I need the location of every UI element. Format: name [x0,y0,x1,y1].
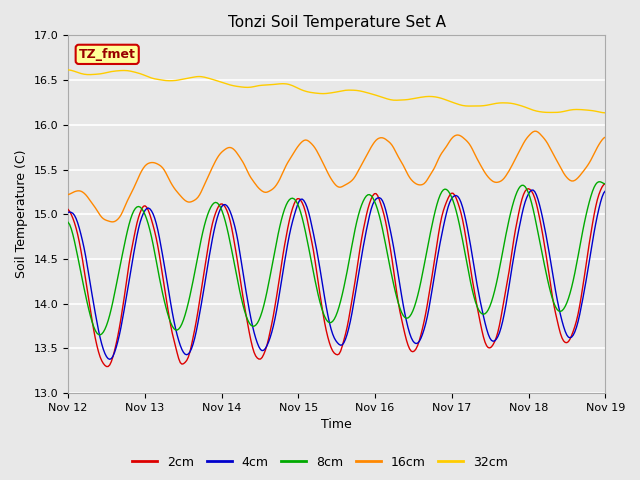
Title: Tonzi Soil Temperature Set A: Tonzi Soil Temperature Set A [228,15,445,30]
Legend: 2cm, 4cm, 8cm, 16cm, 32cm: 2cm, 4cm, 8cm, 16cm, 32cm [127,451,513,474]
X-axis label: Time: Time [321,419,352,432]
Text: TZ_fmet: TZ_fmet [79,48,136,61]
Y-axis label: Soil Temperature (C): Soil Temperature (C) [15,150,28,278]
